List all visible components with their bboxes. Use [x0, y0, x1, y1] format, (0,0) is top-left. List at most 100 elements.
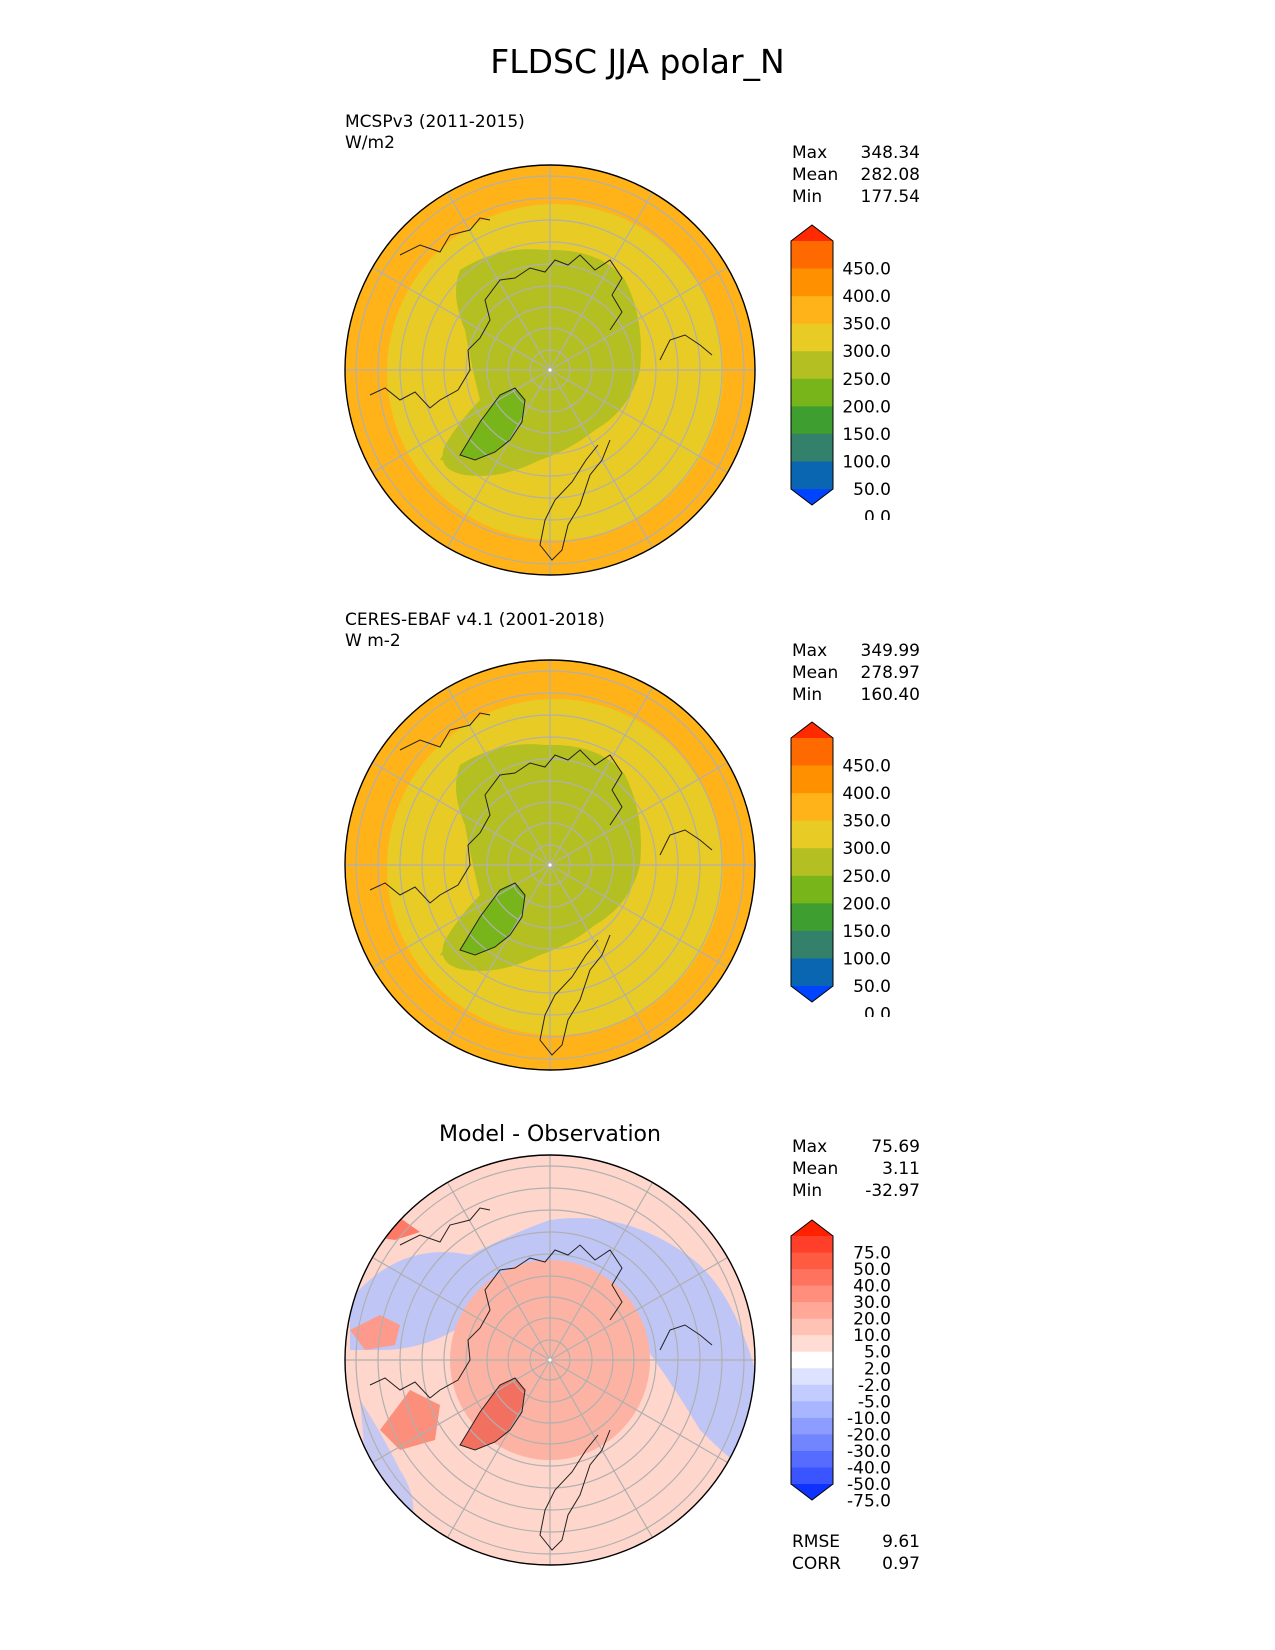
colorbar-swatch [791, 1417, 833, 1435]
colorbar-tick-label: 40.0 [853, 1277, 891, 1297]
colorbar-swatch [791, 1467, 833, 1485]
colorbar-swatch [791, 461, 833, 490]
colorbar: 450.0 400.0 350.0 300.0 250.0 200.0 150.0 100.0… [790, 224, 891, 520]
stats-box: Max 75.69 Mean 3.11 Min -32.97 [792, 1136, 920, 1202]
colorbar-tick-label: -75.0 [847, 1492, 891, 1512]
colorbar-swatches [791, 225, 833, 505]
stat-value: 75.69 [871, 1137, 920, 1157]
stat-value: 9.61 [882, 1532, 920, 1552]
meridian-line [549, 369, 654, 548]
colorbar-tick-label: 250.0 [842, 867, 891, 887]
colorbar-swatch [791, 433, 833, 462]
colorbar-swatch [791, 1285, 833, 1303]
colorbar-tick-label: 50.0 [853, 977, 891, 997]
meridian-line [446, 369, 551, 548]
field-blue-band [350, 1218, 755, 1480]
colorbar-tick-label: 100.0 [842, 452, 891, 472]
colorbar-swatch [791, 848, 833, 877]
coastlines [369, 217, 713, 561]
meridian-line [549, 192, 654, 371]
stat-value: 278.97 [860, 663, 920, 683]
colorbar-tick-label: 400.0 [842, 287, 891, 307]
colorbar: 450.0 400.0 350.0 300.0 250.0 200.0 150.0 100.0… [790, 721, 891, 1017]
colorbar-tick-label: 50.0 [853, 480, 891, 500]
field-greenland [460, 883, 525, 955]
colorbar-extend-bottom [791, 1484, 833, 1500]
stat-value: 160.40 [860, 685, 920, 705]
colorbar-extend-top [791, 225, 833, 241]
colorbar-tick-label: 75.0 [853, 1244, 891, 1264]
stat-value: 348.34 [860, 143, 920, 163]
colorbar-swatch [791, 1252, 833, 1270]
coastline [459, 882, 526, 956]
colorbar-tick-label: 0.0 [864, 1005, 891, 1017]
meridian-line [549, 266, 728, 371]
pole-marker [548, 863, 552, 867]
colorbar-tick-label: -20.0 [847, 1425, 891, 1445]
colorbar-tick-label: 5.0 [864, 1343, 891, 1363]
colorbar: 75.050.040.030.020.010.05.02.0-2.0-5.0-1… [790, 1219, 891, 1512]
stat-value: 177.54 [860, 187, 920, 207]
colorbar-tick-label: 350.0 [842, 315, 891, 335]
colorbar-tick-label: 0.0 [864, 508, 891, 520]
colorbar-tick-label: -50.0 [847, 1475, 891, 1495]
colorbar-swatch [791, 1384, 833, 1402]
colorbar-tick-label: 300.0 [842, 342, 891, 362]
colorbar-outline [790, 1219, 834, 1501]
map-border [344, 659, 756, 1071]
graticule [345, 660, 755, 1070]
coastline [399, 217, 491, 256]
colorbar-tick-label: 250.0 [842, 370, 891, 390]
meridian-line [549, 864, 654, 1043]
colorbar-extend-top [791, 1220, 833, 1236]
coastline [539, 1429, 611, 1551]
stats-box: Max 349.99 Mean 278.97 Min 160.40 [792, 640, 920, 706]
colorbar-tick-label: 150.0 [842, 922, 891, 942]
colorbar-swatch [791, 406, 833, 435]
coastlines [369, 1207, 713, 1551]
stat-label: Max [792, 641, 828, 661]
figure-title: FLDSC JJA polar_N [490, 42, 785, 81]
colorbar-swatch [791, 1269, 833, 1287]
colorbar-swatch [791, 351, 833, 380]
colorbar-extend-top [791, 722, 833, 738]
colorbar-tick-label: 150.0 [842, 425, 891, 445]
stat-label: Min [792, 187, 823, 207]
colorbar-tick-label: 30.0 [853, 1293, 891, 1313]
coastline [399, 1207, 491, 1246]
field-greenland [460, 388, 525, 460]
graticule [345, 165, 755, 575]
coastline [459, 1377, 526, 1451]
meridian-line [549, 864, 728, 969]
colorbar-tick-label: 200.0 [842, 397, 891, 417]
stats-box: Max 348.34 Mean 282.08 Min 177.54 [792, 142, 920, 208]
colorbar-tick-label: 50.0 [853, 1260, 891, 1280]
colorbar-swatch [791, 765, 833, 794]
colorbar-tick-label: 2.0 [864, 1359, 891, 1379]
colorbar-tick-label: 200.0 [842, 894, 891, 914]
meridian-line [446, 1359, 551, 1538]
colorbar-swatch [791, 1318, 833, 1336]
colorbar-swatch [791, 1434, 833, 1452]
coastline [659, 1324, 713, 1351]
colorbar-tick-label: 350.0 [842, 812, 891, 832]
colorbar-swatch [791, 793, 833, 822]
coastline [369, 749, 623, 904]
colorbar-tick-label: -10.0 [847, 1409, 891, 1429]
colorbar-tick-label: -2.0 [858, 1376, 891, 1396]
meridian-line [549, 1359, 728, 1464]
colorbar-swatches [791, 722, 833, 1002]
colorbar-swatch [791, 1236, 833, 1254]
colorbar-swatch [791, 1335, 833, 1353]
colorbar-swatch [791, 958, 833, 987]
colorbar-swatches [791, 1220, 833, 1500]
colorbar-swatch [791, 930, 833, 959]
colorbar-tick-label: 450.0 [842, 757, 891, 777]
stat-label: Min [792, 685, 823, 705]
stat-label: CORR [792, 1554, 841, 1574]
diff-title: Model - Observation [439, 1122, 661, 1147]
stat-value: -32.97 [865, 1181, 920, 1201]
colorbar-swatch [791, 378, 833, 407]
colorbar-tick-label: 450.0 [842, 260, 891, 280]
meridian-line [446, 864, 551, 1043]
